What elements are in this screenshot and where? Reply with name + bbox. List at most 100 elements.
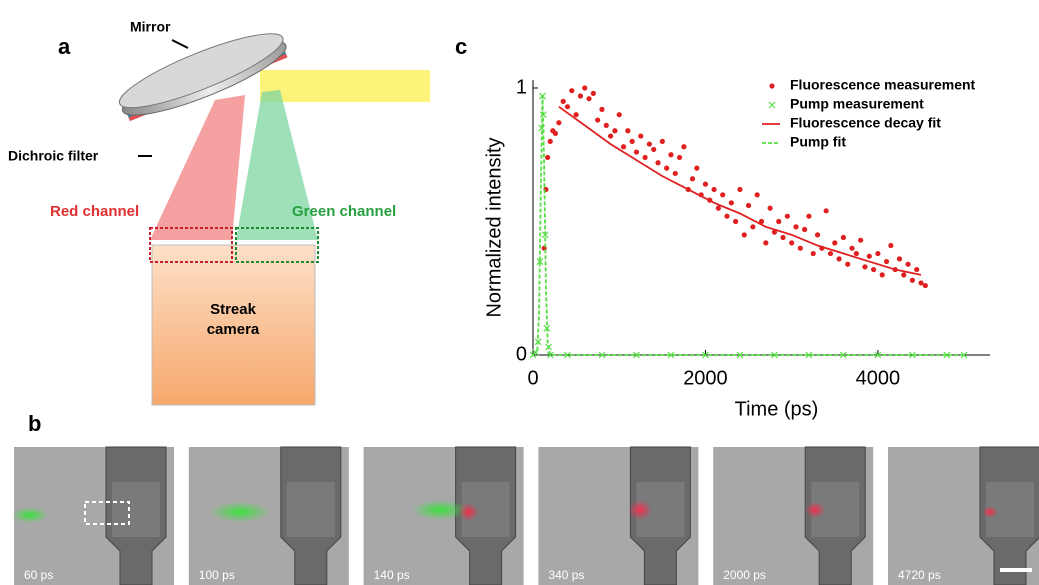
panel-label: a — [58, 34, 71, 59]
data-point — [677, 155, 682, 160]
fluorescence-spot — [210, 502, 270, 522]
green-channel-label: Green channel — [292, 203, 396, 220]
frame-label: 340 ps — [548, 568, 584, 582]
data-point — [647, 141, 652, 146]
legend-label: Fluorescence measurement — [790, 77, 976, 93]
x-tick-label: 0 — [527, 367, 538, 389]
data-point — [625, 128, 630, 133]
data-point — [737, 187, 742, 192]
fluorescence-spot — [459, 503, 479, 521]
data-point — [742, 232, 747, 237]
data-point — [553, 131, 558, 136]
y-tick-label: 0 — [516, 343, 527, 365]
data-point — [858, 238, 863, 243]
cuvette-inner — [112, 482, 160, 537]
y-tick-label: 1 — [516, 76, 527, 98]
data-point — [578, 93, 583, 98]
data-point — [668, 152, 673, 157]
data-point — [905, 262, 910, 267]
data-point — [862, 264, 867, 269]
data-point — [793, 224, 798, 229]
data-point — [910, 278, 915, 283]
legend-label: Pump measurement — [790, 96, 924, 112]
data-point — [634, 149, 639, 154]
data-point — [841, 235, 846, 240]
data-point — [664, 166, 669, 171]
pump-beam — [260, 70, 430, 102]
data-point — [802, 227, 807, 232]
filter-label: Dichroic filter — [8, 148, 99, 164]
data-point — [651, 147, 656, 152]
data-point — [608, 133, 613, 138]
data-point — [655, 160, 660, 165]
data-point — [586, 96, 591, 101]
x-tick-label: 2000 — [683, 367, 728, 389]
data-point — [617, 112, 622, 117]
data-point — [612, 128, 617, 133]
data-point — [811, 251, 816, 256]
data-point — [798, 246, 803, 251]
data-point — [604, 123, 609, 128]
data-point — [789, 240, 794, 245]
camera-label: Streak — [210, 301, 257, 318]
mirror-label: Mirror — [130, 19, 171, 35]
data-point — [548, 139, 553, 144]
data-point — [824, 208, 829, 213]
data-point — [914, 267, 919, 272]
frame-label: 100 ps — [199, 568, 235, 582]
fluorescence-spot — [12, 507, 48, 523]
data-point — [582, 85, 587, 90]
data-point — [565, 104, 570, 109]
data-point — [837, 256, 842, 261]
fluorescence-spot — [982, 506, 998, 518]
data-point — [690, 176, 695, 181]
data-point — [880, 272, 885, 277]
data-point — [755, 192, 760, 197]
data-point — [569, 88, 574, 93]
data-point — [763, 240, 768, 245]
data-point — [599, 107, 604, 112]
data-point — [845, 262, 850, 267]
data-point — [561, 99, 566, 104]
data-point — [724, 214, 729, 219]
data-point — [621, 144, 626, 149]
legend-marker — [769, 83, 774, 88]
data-point — [901, 272, 906, 277]
red-channel-label: Red channel — [50, 203, 139, 220]
data-point — [750, 224, 755, 229]
data-point — [785, 214, 790, 219]
red-beam — [150, 95, 245, 240]
frame-label: 2000 ps — [723, 568, 766, 582]
data-point — [828, 251, 833, 256]
x-tick-label: 4000 — [856, 367, 901, 389]
legend-label: Pump fit — [790, 134, 846, 150]
data-point — [638, 133, 643, 138]
data-point — [595, 117, 600, 122]
data-point — [716, 206, 721, 211]
data-point — [871, 267, 876, 272]
data-point — [556, 120, 561, 125]
data-point — [854, 251, 859, 256]
data-point — [815, 232, 820, 237]
panel-label: c — [455, 34, 467, 59]
data-point — [923, 283, 928, 288]
frame-label: 4720 ps — [898, 568, 941, 582]
y-axis-label: Normalized intensity — [483, 137, 505, 317]
data-point — [849, 246, 854, 251]
fluorescence-spot — [628, 500, 652, 520]
chart: c 0 2000 4000 0 1 Time (ps) Normalized intensit… — [455, 34, 990, 420]
x-axis-label: Time (ps) — [735, 398, 819, 420]
data-point — [574, 112, 579, 117]
data-point — [884, 259, 889, 264]
panel-label: b — [28, 411, 41, 436]
data-point — [897, 256, 902, 261]
frame-label: 140 ps — [374, 568, 410, 582]
data-point — [867, 254, 872, 259]
data-point — [660, 139, 665, 144]
data-point — [733, 219, 738, 224]
data-point — [746, 203, 751, 208]
camera-label: camera — [207, 321, 260, 338]
data-point — [720, 192, 725, 197]
data-point — [875, 251, 880, 256]
